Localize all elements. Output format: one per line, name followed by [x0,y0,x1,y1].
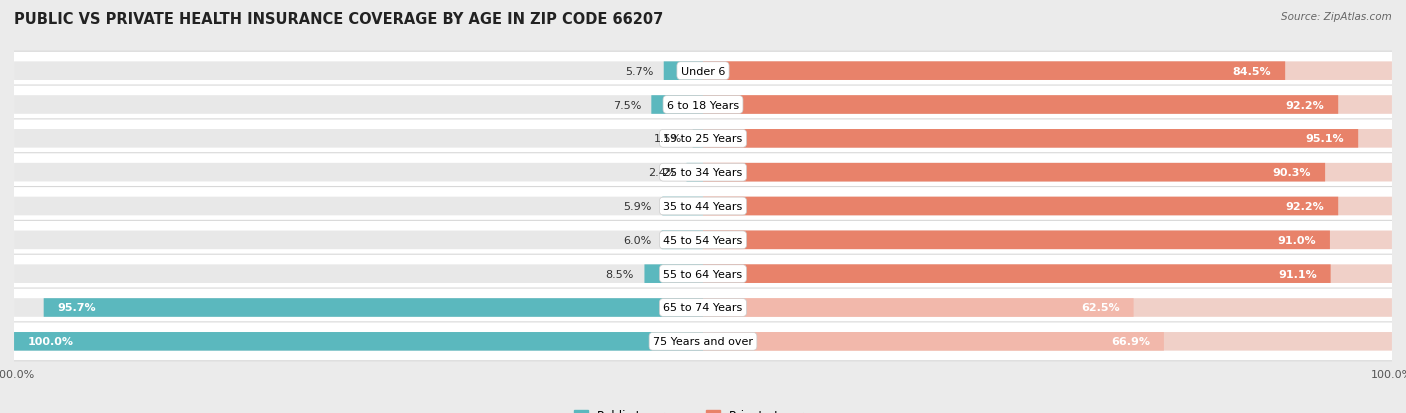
Text: PUBLIC VS PRIVATE HEALTH INSURANCE COVERAGE BY AGE IN ZIP CODE 66207: PUBLIC VS PRIVATE HEALTH INSURANCE COVER… [14,12,664,27]
FancyBboxPatch shape [703,130,1358,148]
Text: 62.5%: 62.5% [1081,303,1119,313]
Text: 84.5%: 84.5% [1233,66,1271,76]
FancyBboxPatch shape [693,130,703,148]
FancyBboxPatch shape [14,332,703,351]
FancyBboxPatch shape [44,299,703,317]
FancyBboxPatch shape [14,231,703,249]
FancyBboxPatch shape [703,197,1392,216]
FancyBboxPatch shape [662,231,703,249]
FancyBboxPatch shape [644,265,703,283]
FancyBboxPatch shape [703,164,1392,182]
FancyBboxPatch shape [10,187,1396,226]
Text: 65 to 74 Years: 65 to 74 Years [664,303,742,313]
FancyBboxPatch shape [703,62,1392,81]
Text: 5.9%: 5.9% [624,202,652,211]
FancyBboxPatch shape [662,197,703,216]
Text: 90.3%: 90.3% [1272,168,1312,178]
FancyBboxPatch shape [651,96,703,114]
FancyBboxPatch shape [664,62,703,81]
FancyBboxPatch shape [703,130,1392,148]
Text: 92.2%: 92.2% [1285,100,1324,110]
Text: 25 to 34 Years: 25 to 34 Years [664,168,742,178]
FancyBboxPatch shape [10,288,1396,327]
Legend: Public Insurance, Private Insurance: Public Insurance, Private Insurance [569,404,837,413]
Text: 95.7%: 95.7% [58,303,96,313]
Text: Under 6: Under 6 [681,66,725,76]
FancyBboxPatch shape [14,265,703,283]
FancyBboxPatch shape [14,96,703,114]
Text: 91.1%: 91.1% [1278,269,1317,279]
FancyBboxPatch shape [703,197,1339,216]
FancyBboxPatch shape [14,62,703,81]
FancyBboxPatch shape [686,164,703,182]
FancyBboxPatch shape [10,52,1396,91]
FancyBboxPatch shape [10,153,1396,192]
FancyBboxPatch shape [14,130,703,148]
Text: 75 Years and over: 75 Years and over [652,337,754,347]
Text: 55 to 64 Years: 55 to 64 Years [664,269,742,279]
FancyBboxPatch shape [10,322,1396,361]
FancyBboxPatch shape [703,96,1392,114]
FancyBboxPatch shape [703,299,1392,317]
FancyBboxPatch shape [703,332,1164,351]
FancyBboxPatch shape [10,86,1396,125]
FancyBboxPatch shape [14,164,703,182]
FancyBboxPatch shape [10,221,1396,260]
Text: 5.7%: 5.7% [626,66,654,76]
Text: 92.2%: 92.2% [1285,202,1324,211]
Text: 35 to 44 Years: 35 to 44 Years [664,202,742,211]
FancyBboxPatch shape [703,62,1285,81]
Text: 6.0%: 6.0% [623,235,651,245]
Text: Source: ZipAtlas.com: Source: ZipAtlas.com [1281,12,1392,22]
Text: 91.0%: 91.0% [1278,235,1316,245]
Text: 19 to 25 Years: 19 to 25 Years [664,134,742,144]
Text: 8.5%: 8.5% [606,269,634,279]
FancyBboxPatch shape [703,96,1339,114]
Text: 95.1%: 95.1% [1306,134,1344,144]
FancyBboxPatch shape [703,265,1392,283]
FancyBboxPatch shape [14,299,703,317]
FancyBboxPatch shape [703,164,1324,182]
FancyBboxPatch shape [703,231,1392,249]
FancyBboxPatch shape [14,332,703,351]
FancyBboxPatch shape [10,120,1396,159]
Text: 6 to 18 Years: 6 to 18 Years [666,100,740,110]
FancyBboxPatch shape [703,299,1133,317]
FancyBboxPatch shape [703,332,1392,351]
FancyBboxPatch shape [703,231,1330,249]
FancyBboxPatch shape [703,265,1330,283]
Text: 1.5%: 1.5% [654,134,682,144]
FancyBboxPatch shape [14,197,703,216]
FancyBboxPatch shape [10,254,1396,293]
Text: 66.9%: 66.9% [1111,337,1150,347]
Text: 7.5%: 7.5% [613,100,641,110]
Text: 45 to 54 Years: 45 to 54 Years [664,235,742,245]
Text: 100.0%: 100.0% [28,337,75,347]
Text: 2.4%: 2.4% [648,168,676,178]
